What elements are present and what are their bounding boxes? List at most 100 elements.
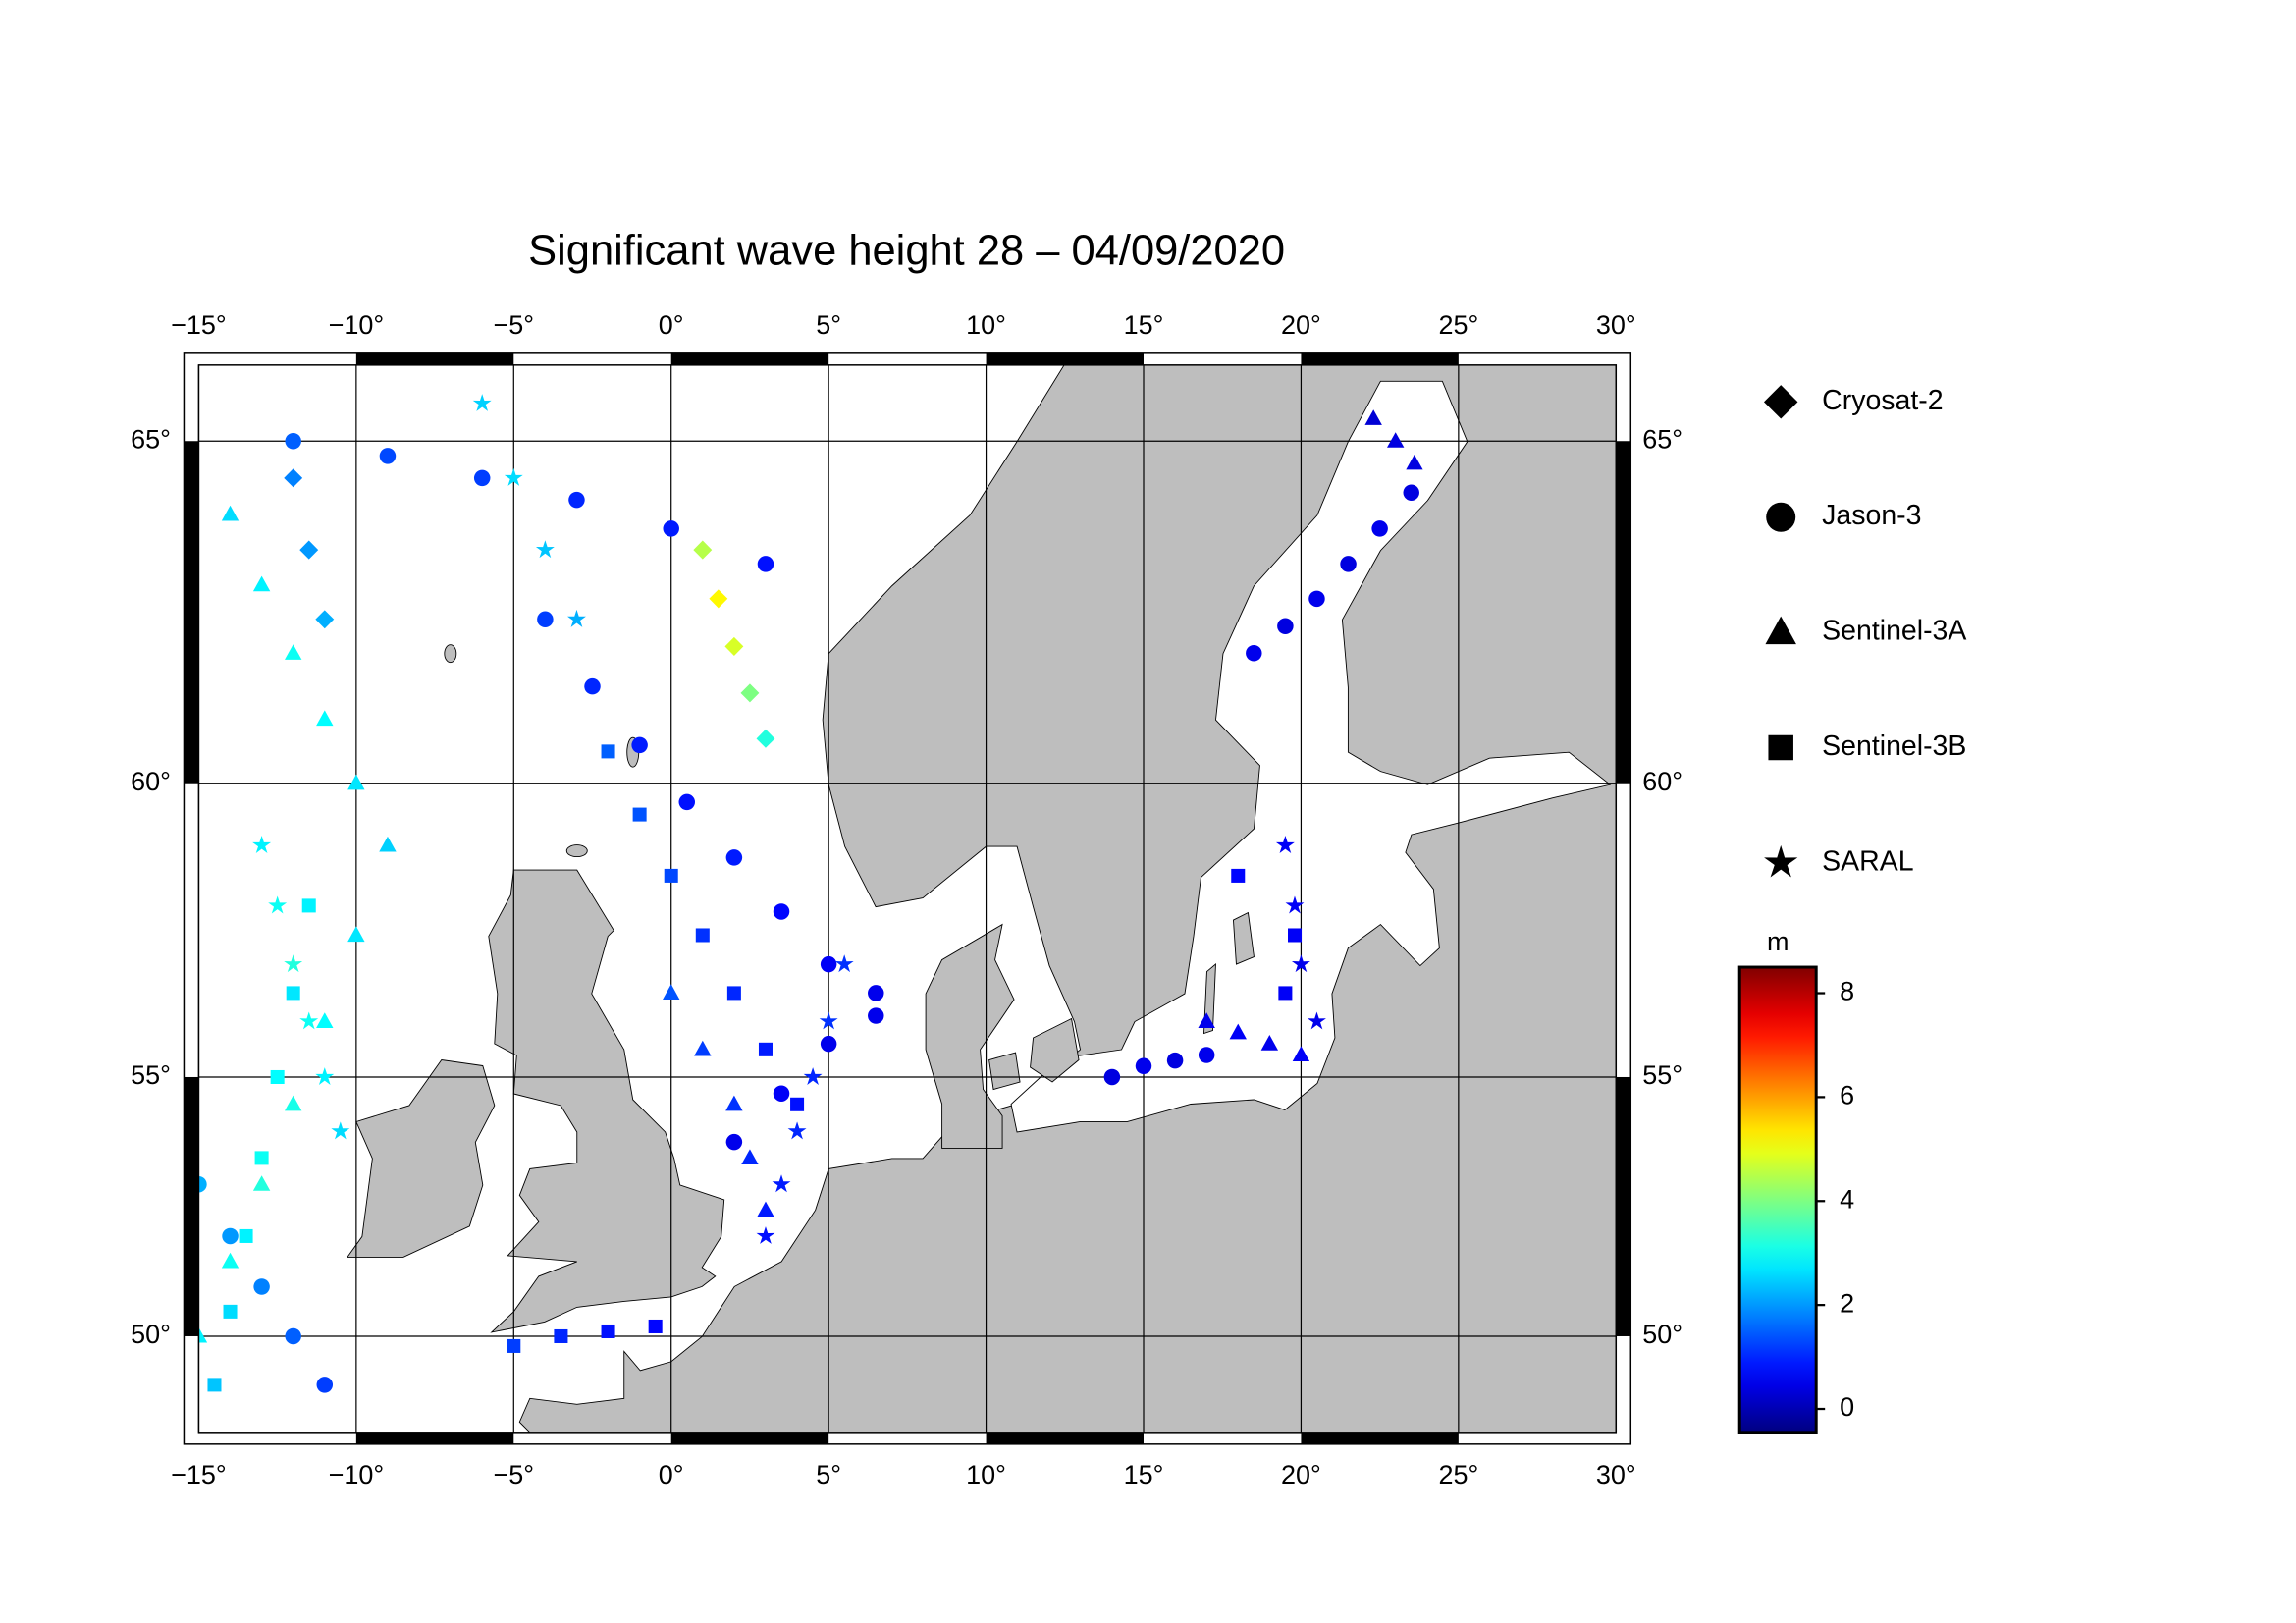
data-point bbox=[1198, 1012, 1215, 1028]
data-point bbox=[252, 1175, 271, 1191]
data-point bbox=[820, 955, 837, 973]
data-point bbox=[221, 505, 240, 521]
data-point bbox=[725, 849, 743, 866]
frame-bar bbox=[986, 1432, 1145, 1444]
legend-label: Cryosat-2 bbox=[1822, 385, 1943, 416]
data-point bbox=[285, 432, 301, 450]
data-point bbox=[316, 1012, 334, 1028]
data-point bbox=[1275, 836, 1295, 854]
frame-bar bbox=[355, 1432, 514, 1444]
data-point bbox=[1166, 1052, 1184, 1069]
legend-marker bbox=[1766, 502, 1796, 532]
frame-bar bbox=[1616, 1076, 1631, 1336]
x-tick-label-top: −10° bbox=[329, 310, 385, 340]
data-point bbox=[725, 1133, 743, 1151]
data-point bbox=[222, 1227, 239, 1245]
data-point bbox=[632, 807, 647, 822]
jutland bbox=[925, 923, 1015, 1149]
data-point bbox=[1340, 556, 1357, 572]
colorbar-tick-label: 8 bbox=[1840, 977, 1854, 1006]
data-point bbox=[1285, 895, 1305, 914]
data-point bbox=[757, 556, 774, 572]
data-point bbox=[1103, 1068, 1121, 1086]
y-tick-label-left: 50° bbox=[131, 1320, 171, 1349]
frame-bar bbox=[1301, 352, 1459, 365]
legend-marker bbox=[1768, 734, 1793, 761]
legend-label: Sentinel-3B bbox=[1822, 730, 1966, 762]
colorbar-scale bbox=[1737, 965, 1818, 1434]
data-point bbox=[198, 1175, 207, 1193]
data-point bbox=[772, 1174, 791, 1193]
data-point bbox=[284, 1095, 302, 1111]
data-point bbox=[347, 774, 365, 790]
data-point bbox=[1135, 1057, 1152, 1075]
faroe bbox=[444, 644, 457, 664]
y-tick-label-left: 55° bbox=[131, 1060, 171, 1090]
x-tick-label-top: 0° bbox=[659, 310, 684, 340]
funen bbox=[988, 1052, 1021, 1091]
data-point bbox=[568, 491, 585, 509]
data-point bbox=[693, 540, 713, 560]
data-point bbox=[316, 710, 334, 727]
x-tick-label-top: 25° bbox=[1438, 310, 1478, 340]
data-point bbox=[507, 1338, 521, 1353]
data-point bbox=[252, 575, 271, 592]
data-point bbox=[678, 793, 696, 811]
data-point bbox=[694, 1040, 712, 1056]
data-point bbox=[1364, 409, 1382, 425]
data-point bbox=[1229, 1023, 1247, 1040]
data-point bbox=[1308, 1011, 1326, 1030]
data-point bbox=[253, 1278, 270, 1295]
data-point bbox=[584, 677, 601, 695]
frame-bar bbox=[355, 352, 514, 365]
data-point bbox=[709, 589, 728, 609]
data-point bbox=[1260, 1035, 1279, 1051]
x-tick-label-bottom: 0° bbox=[659, 1460, 684, 1489]
x-tick-label-top: 5° bbox=[816, 310, 841, 340]
data-point bbox=[663, 984, 680, 1001]
colorbar-tick-label: 2 bbox=[1840, 1288, 1854, 1318]
data-point bbox=[286, 986, 300, 1001]
x-tick-label-top: 10° bbox=[966, 310, 1006, 340]
data-point bbox=[270, 1069, 285, 1084]
data-point bbox=[254, 1151, 269, 1165]
data-point bbox=[299, 540, 319, 560]
data-point bbox=[725, 1095, 743, 1111]
colorbar-tick-label: 6 bbox=[1840, 1081, 1854, 1110]
data-point bbox=[472, 394, 492, 411]
data-point bbox=[601, 744, 615, 759]
graticule bbox=[197, 364, 1617, 1433]
data-point bbox=[741, 1149, 759, 1164]
data-point bbox=[1277, 618, 1294, 634]
frame-bar bbox=[986, 352, 1145, 365]
data-point bbox=[868, 985, 884, 1001]
legend-marker bbox=[1763, 385, 1798, 419]
basemap bbox=[198, 364, 1617, 1433]
data-point bbox=[239, 1228, 253, 1243]
data-point bbox=[1292, 1046, 1310, 1062]
data-point bbox=[315, 1067, 335, 1085]
x-tick-label-top: −15° bbox=[171, 310, 227, 340]
data-point bbox=[473, 469, 491, 487]
colorbar-label: m bbox=[1767, 927, 1789, 956]
x-tick-label-bottom: 20° bbox=[1281, 1460, 1321, 1489]
data-point bbox=[1246, 645, 1262, 662]
frame-inner bbox=[197, 364, 1618, 1434]
data-point bbox=[504, 467, 523, 486]
data-point bbox=[284, 954, 303, 973]
data-point bbox=[790, 1097, 805, 1111]
x-tick-label-top: 15° bbox=[1124, 310, 1164, 340]
frame-bar bbox=[184, 441, 199, 784]
legend-marker bbox=[1764, 844, 1798, 878]
data-point bbox=[301, 898, 316, 913]
legend-marker bbox=[1765, 616, 1796, 645]
data-point bbox=[787, 1121, 807, 1140]
colorbar-tick-label: 4 bbox=[1840, 1184, 1854, 1214]
data-point bbox=[820, 1035, 837, 1053]
data-point bbox=[758, 1042, 773, 1056]
data-point bbox=[554, 1328, 568, 1343]
data-point bbox=[834, 954, 854, 973]
y-tick-label-left: 65° bbox=[131, 424, 171, 454]
